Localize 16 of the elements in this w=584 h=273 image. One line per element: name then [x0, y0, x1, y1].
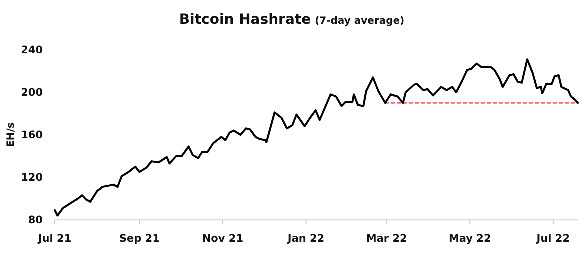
y-tick-label: 160: [21, 130, 43, 142]
y-tick-label: 120: [21, 172, 43, 184]
x-tick-label: May 22: [448, 233, 492, 245]
x-tick-label: Jul 21: [37, 233, 72, 245]
x-tick-label: Mar 22: [366, 233, 408, 245]
chart-title: Bitcoin Hashrate: [179, 12, 312, 28]
y-tick-label: 240: [21, 44, 43, 57]
y-tick-label: 200: [21, 87, 43, 100]
chart-subtitle: (7-day average): [315, 16, 405, 27]
x-tick-label: Jul 22: [536, 233, 570, 245]
line-series: [54, 58, 579, 217]
y-tick-label: 80: [28, 214, 43, 227]
x-tick-label: Nov 21: [202, 233, 244, 245]
y-axis-title: EH/s: [6, 122, 17, 148]
x-tick-label: Jan 22: [286, 233, 325, 245]
x-tick-label: Sep 21: [119, 233, 160, 245]
